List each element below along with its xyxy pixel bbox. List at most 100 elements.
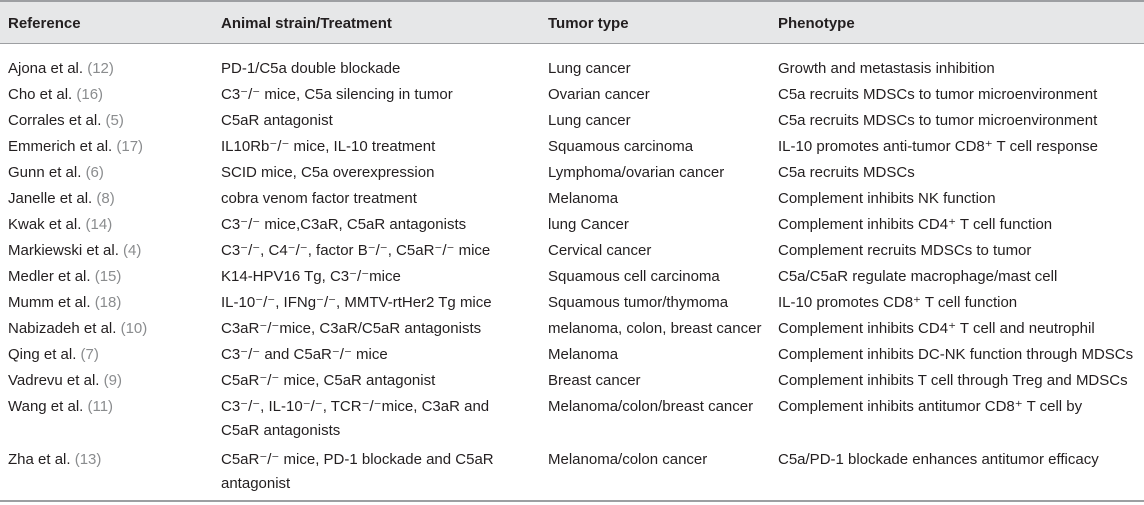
treatment-line: IL10Rb⁻/⁻ mice, IL-10 treatment [221,138,436,155]
cell-tumor-type: Squamous cell carcinoma [548,268,720,285]
cell-phenotype: IL-10 promotes CD8⁺ T cell function [778,294,1018,311]
cell-reference: Qing et al. (7) [8,343,99,367]
cell-treatment: C3⁻/⁻ and C5aR⁻/⁻ mice [221,343,388,367]
treatment-line: antagonist [221,475,291,492]
treatment-line: PD-1/C5a double blockade [221,60,401,77]
cell-treatment: C3⁻/⁻ mice,C3aR, C5aR antagonists [221,213,466,237]
reference-author: Nabizadeh et al. [8,320,121,337]
reference-citation: (18) [94,294,122,311]
reference-citation: (13) [74,451,102,468]
reference-citation: (8) [96,190,115,207]
treatment-line: C3⁻/⁻ mice,C3aR, C5aR antagonists [221,216,467,233]
header-reference: Reference [8,15,81,32]
reference-author: Cho et al. [8,86,77,103]
cell-phenotype: Complement inhibits DC-NK function throu… [778,346,1134,363]
cell-reference: Vadrevu et al. (9) [8,369,122,393]
cell-treatment: C5aR⁻/⁻ mice, C5aR antagonist [221,369,435,393]
cell-tumor-type: Lung cancer [548,60,631,77]
cell-tumor-type: Melanoma/colon/breast cancer [548,398,754,415]
cell-phenotype: C5a/C5aR regulate macrophage/mast cell [778,268,1058,285]
reference-citation: (4) [123,242,142,259]
treatment-line: C5aR⁻/⁻ mice, PD-1 blockade and C5aR [221,451,494,468]
treatment-line: C3⁻/⁻ and C5aR⁻/⁻ mice [221,346,388,363]
header-animal-strain-treatment: Animal strain/Treatment [221,15,392,32]
reference-author: Vadrevu et al. [8,372,104,389]
table-bottom-rule [0,500,1144,502]
reference-author: Medler et al. [8,268,95,285]
cell-reference: Emmerich et al. (17) [8,135,143,159]
treatment-line: C3⁻/⁻, IL-10⁻/⁻, TCR⁻/⁻mice, C3aR and [221,398,490,415]
cell-reference: Zha et al. (13) [8,448,101,472]
reference-citation: (14) [85,216,113,233]
reference-citation: (7) [80,346,99,363]
treatment-line: C3aR⁻/⁻mice, C3aR/C5aR antagonists [221,320,482,337]
cell-phenotype: C5a recruits MDSCs [778,164,915,181]
treatment-line: IL-10⁻/⁻, IFNg⁻/⁻, MMTV-rtHer2 Tg mice [221,294,492,311]
cell-treatment: C5aR⁻/⁻ mice, PD-1 blockade and C5aR anta… [221,448,494,496]
reference-citation: (12) [87,60,114,77]
cell-tumor-type: Melanoma [548,190,619,207]
cell-reference: Nabizadeh et al. (10) [8,317,147,341]
cell-reference: Mumm et al. (18) [8,291,121,315]
cell-reference: Corrales et al. (5) [8,109,124,133]
reference-citation: (9) [103,372,122,389]
reference-author: Wang et al. [8,398,88,415]
cell-treatment: IL-10⁻/⁻, IFNg⁻/⁻, MMTV-rtHer2 Tg mice [221,291,492,315]
treatment-line: C5aR antagonists [221,422,341,439]
reference-citation: (5) [105,112,124,129]
cell-reference: Cho et al. (16) [8,83,103,107]
cell-phenotype: IL-10 promotes anti-tumor CD8⁺ T cell re… [778,138,1099,155]
reference-author: Qing et al. [8,346,81,363]
reference-author: Kwak et al. [8,216,86,233]
cell-phenotype: Complement inhibits T cell through Treg … [778,372,1128,389]
header-tumor-type: Tumor type [548,15,629,32]
cell-tumor-type: Breast cancer [548,372,641,389]
cell-tumor-type: Cervical cancer [548,242,652,259]
cell-phenotype: Complement inhibits CD4⁺ T cell function [778,216,1053,233]
header-phenotype: Phenotype [778,15,855,32]
treatment-line: C3⁻/⁻, C4⁻/⁻, factor B⁻/⁻, C5aR⁻/⁻ mice [221,242,491,259]
cell-phenotype: C5a/PD-1 blockade enhances antitumor eff… [778,451,1099,468]
reference-citation: (17) [116,138,144,155]
reference-citation: (6) [85,164,104,181]
reference-citation: (10) [120,320,148,337]
cell-treatment: IL10Rb⁻/⁻ mice, IL-10 treatment [221,135,435,159]
cell-treatment: C3aR⁻/⁻mice, C3aR/C5aR antagonists [221,317,481,341]
cell-phenotype: Complement inhibits NK function [778,190,996,207]
cell-reference: Kwak et al. (14) [8,213,112,237]
cell-treatment: cobra venom factor treatment [221,187,417,211]
cell-phenotype: Complement inhibits CD4⁺ T cell and neut… [778,320,1095,337]
reference-author: Janelle et al. [8,190,97,207]
table-header: Reference Animal strain/Treatment Tumor … [0,0,1144,44]
cell-tumor-type: lung Cancer [548,216,629,233]
cell-tumor-type: melanoma, colon, breast cancer [548,320,762,337]
cell-reference: Janelle et al. (8) [8,187,115,211]
treatment-line: C5aR⁻/⁻ mice, C5aR antagonist [221,372,436,389]
reference-author: Emmerich et al. [8,138,117,155]
cell-phenotype: C5a recruits MDSCs to tumor microenviron… [778,112,1098,129]
cell-tumor-type: Lymphoma/ovarian cancer [548,164,725,181]
treatment-line: cobra venom factor treatment [221,190,417,207]
cell-reference: Markiewski et al. (4) [8,239,141,263]
reference-author: Corrales et al. [8,112,106,129]
reference-author: Ajona et al. [8,60,88,77]
cell-treatment: C3⁻/⁻ mice, C5a silencing in tumor [221,83,453,107]
cell-reference: Wang et al. (11) [8,395,113,419]
cell-reference: Ajona et al. (12) [8,57,114,81]
cell-phenotype: C5a recruits MDSCs to tumor microenviron… [778,86,1098,103]
reference-author: Gunn et al. [8,164,86,181]
cell-treatment: SCID mice, C5a overexpression [221,161,434,185]
cell-tumor-type: Squamous carcinoma [548,138,694,155]
cell-treatment: C3⁻/⁻, IL-10⁻/⁻, TCR⁻/⁻mice, C3aR and C5a… [221,395,489,443]
cell-phenotype: Complement inhibits antitumor CD8⁺ T cel… [778,398,1083,415]
treatment-line: C3⁻/⁻ mice, C5a silencing in tumor [221,86,453,103]
cell-tumor-type: Squamous tumor/thymoma [548,294,729,311]
reference-citation: (11) [87,398,114,415]
cell-treatment: K14-HPV16 Tg, C3⁻/⁻mice [221,265,401,289]
cell-tumor-type: Ovarian cancer [548,86,650,103]
cell-treatment: C3⁻/⁻, C4⁻/⁻, factor B⁻/⁻, C5aR⁻/⁻ mice [221,239,490,263]
reference-citation: (15) [94,268,122,285]
cell-tumor-type: Lung cancer [548,112,631,129]
reference-author: Markiewski et al. [8,242,124,259]
